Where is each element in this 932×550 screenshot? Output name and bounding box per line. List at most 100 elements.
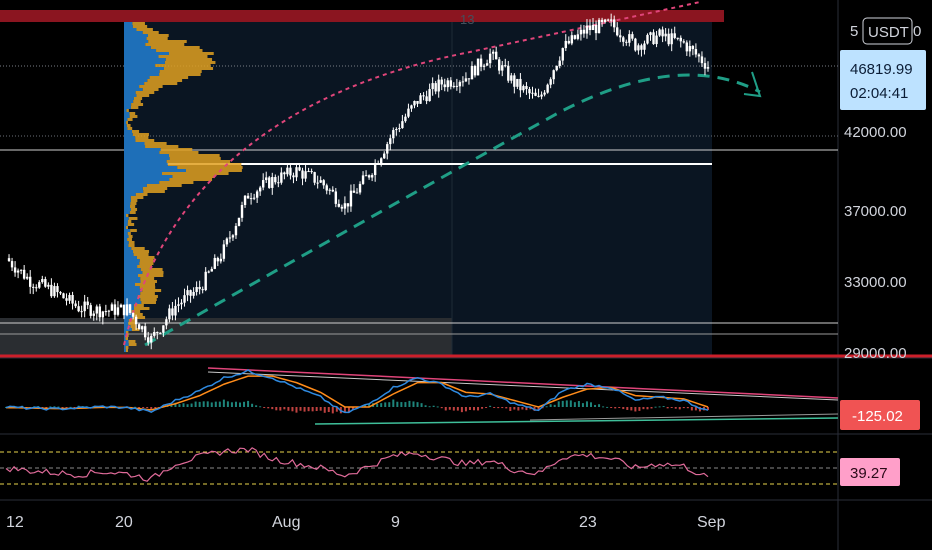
candle (552, 69, 555, 85)
volume-profile-bar-up (124, 85, 140, 88)
candle (134, 314, 138, 330)
macd-histogram-bar (573, 402, 576, 407)
volume-profile-bar-up (124, 184, 147, 187)
volume-profile-bar-down (142, 187, 168, 190)
macd-histogram-bar (444, 407, 447, 411)
volume-profile-bar-down (135, 136, 149, 139)
macd-histogram-bar (364, 404, 367, 407)
volume-profile-bar-up (124, 43, 146, 46)
candle (458, 80, 462, 94)
volume-profile-bar-down (139, 262, 154, 265)
macd-histogram-bar (468, 407, 471, 410)
volume-profile-bar-down (133, 316, 146, 319)
volume-profile-bar-up (124, 163, 168, 166)
macd-histogram-bar (497, 407, 500, 409)
candle (316, 175, 319, 189)
candle (44, 276, 47, 288)
volume-profile-bar-up (124, 283, 135, 286)
candle (101, 310, 105, 325)
volume-profile-bar-down (132, 130, 140, 133)
price-tick-partial: 5 (850, 23, 858, 40)
volume-profile-bar-down (169, 178, 213, 181)
candle (491, 49, 495, 60)
macd-histogram-bar (452, 407, 455, 411)
candle (682, 39, 685, 44)
macd-histogram-bar (251, 403, 254, 407)
volume-profile-bar-down (128, 319, 138, 322)
volume-profile-bar-up (124, 274, 139, 277)
macd-histogram-bar (557, 401, 560, 407)
volume-profile-bar-down (125, 349, 128, 352)
volume-profile-bar-down (128, 340, 136, 343)
candle (455, 78, 459, 91)
currency-selector[interactable] (862, 17, 913, 45)
candle (150, 333, 153, 350)
volume-profile-bar-down (139, 286, 156, 289)
macd-histogram-bar (408, 400, 411, 407)
volume-profile-bar-up (124, 106, 131, 109)
macd-histogram-bar (400, 402, 403, 407)
candle (464, 72, 468, 83)
volume-profile-bar-up (124, 232, 128, 235)
volume-profile-bar-up (124, 268, 141, 271)
time-tick: 23 (579, 514, 597, 531)
candle (404, 113, 407, 123)
volume-profile-bar-up (124, 334, 127, 337)
candle (688, 40, 692, 57)
volume-profile-bar-up (124, 331, 126, 334)
volume-profile-bar-down (137, 265, 152, 268)
volume-profile-bar-up (124, 112, 130, 115)
volume-profile-bar-down (131, 310, 141, 313)
candle (195, 281, 198, 296)
candle (395, 127, 398, 136)
upper-arc-curve (123, 1, 701, 346)
volume-profile-bar-up (124, 136, 136, 139)
volume-profile-bar-up (124, 346, 126, 349)
candle (180, 299, 183, 310)
volume-profile-bar-down (127, 127, 133, 130)
volume-profile-bar-down (139, 85, 163, 88)
volume-profile-bar-down (136, 256, 155, 259)
volume-profile-bar-down (164, 61, 216, 64)
volume-profile-bar-down (130, 196, 144, 199)
candle (355, 188, 359, 194)
macd-histogram-bar (255, 405, 258, 407)
macd-histogram-bar (311, 407, 314, 412)
candle (265, 171, 268, 184)
volume-profile-bar-up (124, 172, 163, 175)
candle (343, 196, 347, 215)
macd-value: -125.02 (852, 408, 903, 425)
candle (428, 83, 431, 102)
macd-histogram-bar (606, 406, 609, 408)
volume-profile-bar-up (124, 88, 143, 91)
candle (228, 231, 232, 243)
candle (225, 237, 229, 247)
candle (504, 58, 507, 68)
time-tick: 12 (6, 514, 24, 531)
volume-profile-bar-up (124, 199, 131, 202)
volume-profile-bar-up (124, 286, 140, 289)
candle (71, 291, 74, 310)
volume-profile-bar-up (124, 73, 160, 76)
macd-histogram-bar (545, 406, 548, 408)
candle (625, 39, 628, 46)
volume-profile-bar-up (124, 262, 140, 265)
volume-profile-bar-up (124, 97, 134, 100)
volume-profile-bar-down (126, 121, 128, 124)
volume-profile-bar-up (124, 217, 129, 220)
volume-profile-bar-down (149, 76, 189, 79)
candle (346, 203, 350, 213)
volume-profile-bar-down (135, 91, 155, 94)
volume-profile-bar-down (185, 169, 242, 172)
volume-profile-bar-down (133, 97, 143, 100)
macd-histogram-bar (234, 401, 237, 407)
price-tick: 29000.00 (844, 345, 907, 362)
candle (667, 28, 670, 47)
time-tick: 20 (115, 514, 133, 531)
volume-profile-bar-down (135, 139, 155, 142)
candle (389, 134, 392, 151)
macd-histogram-bar (61, 407, 64, 409)
candle (467, 78, 471, 85)
volume-profile-bar-down (137, 295, 158, 298)
